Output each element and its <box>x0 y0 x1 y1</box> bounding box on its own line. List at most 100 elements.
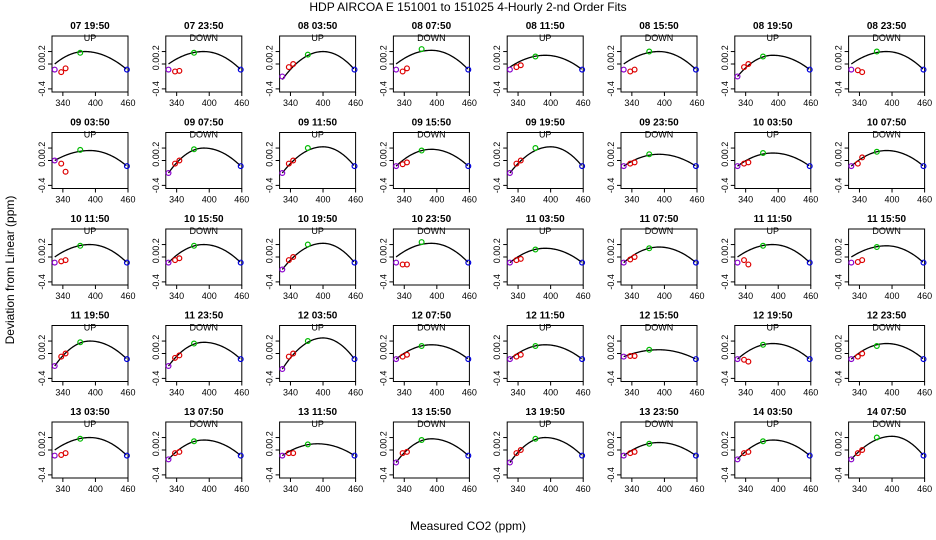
x-tick-label: 460 <box>234 388 249 398</box>
plot-frame <box>620 35 698 93</box>
fit-curve <box>737 152 810 167</box>
y-tick-label: 0.0 <box>606 154 616 167</box>
x-tick-label: 460 <box>576 388 591 398</box>
data-point <box>859 257 866 264</box>
x-tick-label: 460 <box>689 388 704 398</box>
fit-curve <box>850 50 924 70</box>
data-point <box>351 452 358 459</box>
data-point <box>579 163 586 170</box>
x-tick-label: 460 <box>234 484 249 494</box>
panel-title: 10 11:50 <box>71 214 110 225</box>
x-tick-label: 340 <box>624 291 639 301</box>
data-point <box>646 346 653 353</box>
data-point <box>734 356 741 363</box>
x-tick-label: 400 <box>429 388 444 398</box>
data-point <box>393 259 400 266</box>
data-point <box>176 448 183 455</box>
data-point <box>506 459 513 466</box>
x-tick-label: 400 <box>543 98 558 108</box>
panel-title: 08 03:50 <box>298 21 338 32</box>
data-point <box>646 151 653 158</box>
x-tick-label: 340 <box>738 291 753 301</box>
panel-direction: UP <box>539 419 552 429</box>
x-tick-label: 340 <box>397 98 412 108</box>
data-point <box>304 338 311 345</box>
data-point <box>123 66 130 73</box>
data-point <box>172 160 179 167</box>
y-tick-label: 0.2 <box>265 142 275 155</box>
fit-curve <box>395 438 469 463</box>
panel-direction: UP <box>767 33 780 43</box>
panel-title: 08 23:50 <box>867 21 907 32</box>
y-tick-label: -0.4 <box>492 81 502 97</box>
x-tick-label: 460 <box>348 291 363 301</box>
x-tick-label: 460 <box>917 291 932 301</box>
y-tick-label: -0.4 <box>265 467 275 483</box>
x-tick-label: 400 <box>657 484 672 494</box>
data-point <box>848 259 855 266</box>
y-tick-label: 0.0 <box>37 154 47 167</box>
panel-title: 10 23:50 <box>412 214 452 225</box>
data-point <box>304 441 311 448</box>
data-point <box>734 73 741 80</box>
data-point <box>237 452 244 459</box>
data-point <box>848 66 855 73</box>
y-tick-label: 0.0 <box>720 251 730 264</box>
data-point <box>418 437 425 444</box>
y-tick-label: -0.4 <box>151 371 161 387</box>
y-tick-label: -0.4 <box>492 371 502 387</box>
y-tick-label: 0.2 <box>265 238 275 251</box>
plot-frame <box>734 228 812 286</box>
panel-title: 12 03:50 <box>298 311 338 322</box>
fit-curve <box>850 245 924 263</box>
data-point <box>760 438 767 445</box>
x-tick-label: 460 <box>803 291 818 301</box>
x-tick-label: 400 <box>88 484 103 494</box>
fit-curve <box>623 441 696 457</box>
data-point <box>191 340 198 347</box>
y-tick-label: -0.4 <box>37 274 47 290</box>
data-point <box>692 356 699 363</box>
x-tick-label: 340 <box>738 388 753 398</box>
data-point <box>290 60 297 67</box>
data-point <box>351 259 358 266</box>
y-tick-label: 0.2 <box>606 142 616 155</box>
y-tick-label: 0.2 <box>378 335 388 348</box>
x-tick-label: 400 <box>316 291 331 301</box>
y-tick-label: 0.2 <box>834 238 844 251</box>
y-tick-label: -0.4 <box>720 178 730 194</box>
data-point <box>920 259 927 266</box>
data-point <box>285 160 292 167</box>
panel-title: 11 23:50 <box>184 311 223 322</box>
plot-frame <box>51 132 129 189</box>
fit-curve <box>54 50 127 70</box>
data-point <box>165 259 172 266</box>
fit-curve <box>54 149 127 167</box>
y-tick-label: -0.4 <box>151 178 161 194</box>
y-tick-label: 0.0 <box>265 444 275 457</box>
x-tick-label: 340 <box>738 98 753 108</box>
data-point <box>290 350 297 357</box>
x-tick-label: 400 <box>202 388 217 398</box>
data-point <box>393 459 400 466</box>
data-point <box>393 356 400 363</box>
data-point <box>848 163 855 170</box>
x-tick-label: 400 <box>771 98 786 108</box>
x-tick-label: 340 <box>624 484 639 494</box>
data-point <box>506 259 513 266</box>
data-point <box>745 358 752 365</box>
plot-frame <box>848 35 926 93</box>
x-tick-label: 460 <box>803 195 818 205</box>
data-point <box>191 49 198 56</box>
panel-direction: DOWN <box>417 419 446 429</box>
